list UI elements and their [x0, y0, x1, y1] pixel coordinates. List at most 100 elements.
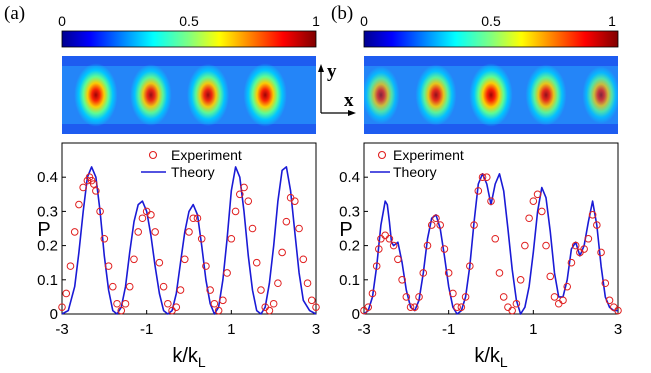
- plot-a-experiment-point: [236, 190, 244, 199]
- plot-b-experiment-point: [504, 303, 512, 311]
- plot-b-experiment-point: [381, 231, 389, 240]
- plot-a: P k/kL Experiment Theory 0 0.1 0.2 0.3 0.4 -3…: [37, 142, 320, 370]
- plot-a-experiment-point: [159, 282, 168, 291]
- plot-b-experiment-point: [542, 241, 550, 250]
- colorbar-a-tick-0: 0: [58, 13, 66, 29]
- plot-a-xtick-label: 1: [227, 321, 235, 338]
- plot-a-experiment-point: [219, 296, 227, 305]
- plot-a-experiment-point: [295, 224, 303, 233]
- axis-letter-y: y: [327, 61, 337, 82]
- plot-a-experiment-point: [274, 279, 282, 288]
- plot-b-experiment-point: [563, 282, 572, 291]
- plot-a-experiment-point: [172, 303, 181, 311]
- plot-a-experiment-point: [214, 306, 223, 315]
- plot-a-experiment-point: [197, 234, 206, 243]
- plot-b-experiment-point: [402, 293, 411, 301]
- plot-a-experiment-point: [58, 303, 66, 311]
- plot-b-experiment-point: [457, 303, 466, 311]
- plot-a-experiment-point: [303, 279, 312, 288]
- plot-b-ylabel: P: [339, 219, 352, 241]
- plot-a-legend: Experiment Theory: [141, 147, 242, 180]
- plot-b-experiment-point: [580, 245, 588, 253]
- plot-b-experiment-point: [440, 245, 449, 253]
- plot-a-experiment-point: [104, 262, 113, 270]
- plot-b-experiment-point: [415, 293, 423, 301]
- plot-a-experiment-point: [257, 286, 265, 294]
- plot-a-experiment-point: [117, 306, 126, 315]
- legend-b-theory: Theory: [393, 164, 437, 180]
- plot-b-ytick-label: 0.4: [339, 169, 360, 186]
- plot-b-ytick-label: 0.1: [339, 272, 360, 289]
- heatmap-a-lobe-3: [243, 63, 287, 127]
- plot-a-experiment-point: [227, 234, 236, 243]
- plot-b-experiment-point: [389, 241, 398, 250]
- plot-b-experiment-point: [466, 262, 474, 270]
- plot-b-xlabel: k/kL: [474, 345, 508, 370]
- plot-a-xtick-label: -3: [55, 321, 68, 338]
- plot-b-ytick-label: 0: [352, 306, 360, 323]
- plot-a-experiment-point: [66, 262, 75, 270]
- heatmap-b-lobe-4: [582, 66, 618, 124]
- plot-b-experiment-point: [584, 234, 593, 243]
- plot-b-experiment-point: [453, 303, 461, 311]
- plot-b-experiment-point: [495, 269, 504, 277]
- xy-axis-indicator: y x: [318, 61, 356, 116]
- plot-b-experiment-point: [567, 258, 576, 267]
- plot-b-legend: Experiment Theory: [370, 147, 464, 180]
- colorbar-a-tick-1: 0.5: [179, 13, 199, 29]
- plot-a-xlabel-sub: L: [198, 354, 206, 370]
- plot-b-xlabel-sub: L: [500, 354, 508, 370]
- colorbar-a-tick-2: 1: [312, 13, 320, 29]
- plot-a-experiment-point: [180, 255, 189, 264]
- plot-a-experiment-point: [164, 299, 172, 308]
- plot-b-experiment-point: [394, 255, 402, 264]
- plot-b-ytick-label: 0.3: [339, 203, 360, 220]
- plot-a-experiment-point: [176, 286, 185, 294]
- plot-a-experiment-point: [138, 214, 147, 223]
- colorbar-b-tick-0: 0: [360, 13, 368, 29]
- plot-a-experiment-point: [134, 228, 142, 236]
- plot-a-experiment-point: [193, 214, 202, 223]
- plot-b-experiment-point: [368, 289, 377, 298]
- plot-a-ytick-label: 0.3: [37, 203, 58, 220]
- plot-b-experiment-point: [436, 221, 445, 229]
- plot-b-theory-line: [363, 173, 618, 315]
- plot-a-experiment-point: [282, 217, 291, 226]
- panel-label-a: (a): [4, 3, 25, 24]
- plot-b-experiment-point: [571, 241, 580, 250]
- colorbar-a: [61, 30, 317, 48]
- plot-a-experiment-point: [185, 228, 193, 236]
- heatmap-b: [364, 56, 618, 134]
- plot-b-experiment-point: [432, 214, 440, 223]
- plot-b-experiment-point: [499, 293, 508, 301]
- axis-letter-x: x: [344, 90, 354, 111]
- plot-b-experiment-point: [372, 262, 381, 270]
- plot-a-experiment-point: [278, 248, 286, 257]
- plot-b-experiment-point: [423, 241, 432, 250]
- plot-b-experiment-point: [482, 173, 491, 181]
- plot-b-ytick-label: 0.2: [339, 238, 360, 255]
- plot-a-xlabel-main: k/k: [172, 345, 199, 367]
- plot-b-experiment-point: [364, 303, 373, 311]
- plot-a-experiment-point: [96, 207, 104, 216]
- plot-a-ytick-label: 0: [50, 306, 58, 323]
- plot-a-ylabel: P: [37, 219, 50, 241]
- heatmap-a-lobe-2: [186, 63, 230, 127]
- legend-a-marker-experiment: [148, 150, 158, 160]
- legend-a-experiment: Experiment: [171, 147, 242, 163]
- plot-b-experiment-point: [470, 221, 478, 229]
- colorbar-b-tick-2: 1: [608, 13, 616, 29]
- plot-a-experiment-point: [248, 224, 257, 233]
- heatmap-a: [62, 56, 316, 134]
- plot-a-ytick-label: 0.4: [37, 169, 58, 186]
- plot-a-experiment-point: [206, 286, 214, 294]
- heatmap-b-lobe-1: [415, 64, 457, 126]
- plot-a-experiment-point: [299, 255, 308, 264]
- plot-a-experiment-point: [312, 303, 320, 311]
- plot-b-xlabel-main: k/k: [474, 345, 501, 367]
- plot-b-frame: [363, 142, 619, 315]
- plot-b-experiment-point: [398, 276, 406, 284]
- plot-a-experiment-point: [244, 197, 253, 205]
- heatmap-b-lobe-2: [469, 63, 513, 127]
